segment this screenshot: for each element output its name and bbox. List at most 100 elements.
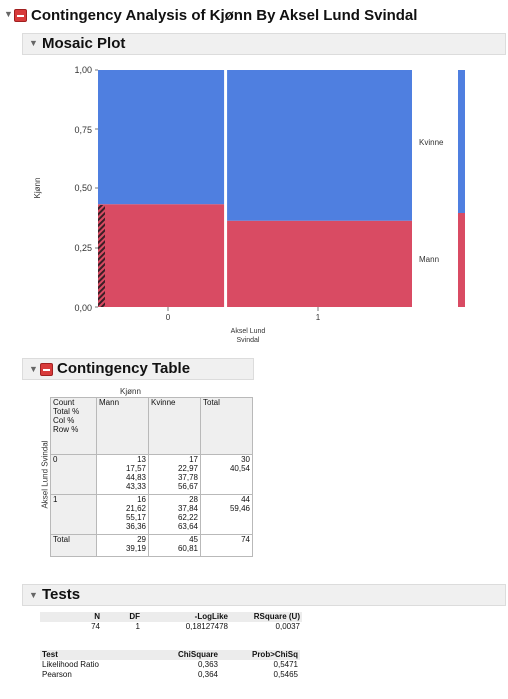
contingency-title: Contingency Table xyxy=(57,360,191,377)
cell-value: 37,84 xyxy=(177,504,198,513)
summary-value-loglike: 0,18127478 xyxy=(185,622,228,631)
xtick-label: 1 xyxy=(316,313,321,322)
cell-value: 44,83 xyxy=(125,473,146,482)
mosaic-cell-kvinne-0 xyxy=(98,70,225,205)
mosaic-ylabel: Kjønn xyxy=(33,178,42,199)
col-header-mann: Mann xyxy=(96,397,149,455)
cell-value: 74 xyxy=(241,535,250,544)
cell-value: 56,67 xyxy=(177,482,198,491)
cell-value: 17 xyxy=(189,455,198,464)
legend-label-mann: Mann xyxy=(419,255,439,264)
mosaic-cell-mann-1 xyxy=(227,220,412,307)
tests-header-bar xyxy=(22,584,506,606)
mosaic-header-bar xyxy=(22,33,506,55)
tests-row: Pearson 0,364 0,5465 xyxy=(0,670,508,680)
report-red-triangle-menu-icon[interactable] xyxy=(14,9,27,22)
cell-value: 59,46 xyxy=(229,504,250,513)
ytick-label: 0,50 xyxy=(74,183,92,193)
contingency-disclosure-icon[interactable]: ▼ xyxy=(29,364,38,374)
cell-value: 22,97 xyxy=(177,464,198,473)
cell-1-total: 44 59,46 xyxy=(200,494,253,535)
marginal-bar-mann xyxy=(458,213,465,307)
tests-header-chisq: ChiSquare xyxy=(177,650,218,659)
report-disclosure-icon[interactable]: ▼ xyxy=(4,9,13,19)
tests-summary-header-bg xyxy=(40,612,302,622)
contingency-legend-cell: Count Total % Col % Row % xyxy=(50,397,97,455)
contingency-header-bar xyxy=(22,358,254,380)
tests-header-bg xyxy=(40,650,300,660)
cell-value: 45 xyxy=(189,535,198,544)
cell-total-mann: 29 39,19 xyxy=(96,534,149,557)
marginal-bar-kvinne xyxy=(458,70,465,213)
cell-value: 60,81 xyxy=(177,544,198,553)
row-header-0: 0 xyxy=(50,454,97,495)
mosaic-disclosure-icon[interactable]: ▼ xyxy=(29,38,38,48)
mosaic-title: Mosaic Plot xyxy=(42,35,126,52)
mosaic-xlabel: Aksel Lund Svindal xyxy=(230,328,266,344)
tests-header-prob: Prob>ChiSq xyxy=(251,650,298,659)
legend-line: Row % xyxy=(53,425,79,434)
cell-value: 39,19 xyxy=(125,544,146,553)
tests-disclosure-icon[interactable]: ▼ xyxy=(29,590,38,600)
mosaic-cell-mann-0 xyxy=(98,204,225,307)
tests-row-chisq: 0,364 xyxy=(197,670,218,679)
tests-header-test: Test xyxy=(42,650,58,659)
cell-value: 44 xyxy=(241,495,250,504)
legend-line: Total % xyxy=(53,407,80,416)
cell-value: 62,22 xyxy=(177,513,198,522)
tests-row-chisq: 0,363 xyxy=(197,660,218,669)
cell-total-total: 74 xyxy=(200,534,253,557)
legend-line: Count xyxy=(53,398,75,407)
contingency-table: Count Total % Col % Row % Mann Kvinne To… xyxy=(50,397,253,557)
summary-value-df: 1 xyxy=(135,622,140,631)
ytick-label: 0,00 xyxy=(74,303,92,313)
summary-header-loglike: -LogLike xyxy=(194,612,228,621)
cell-1-kvinne: 28 37,84 62,22 63,64 xyxy=(148,494,201,535)
cell-value: 30 xyxy=(241,455,250,464)
cell-0-kvinne: 17 22,97 37,78 56,67 xyxy=(148,454,201,495)
mosaic-cell-kvinne-1 xyxy=(227,70,412,221)
mosaic-hatch-marker xyxy=(98,205,105,307)
cell-value: 43,33 xyxy=(125,482,146,491)
contingency-side-label: Aksel Lund Svindal xyxy=(40,440,50,509)
cell-value: 36,36 xyxy=(125,522,146,531)
report-title: Contingency Analysis of Kjønn By Aksel L… xyxy=(31,7,418,24)
contingency-top-label: Kjønn xyxy=(120,387,141,396)
cell-value: 17,57 xyxy=(125,464,146,473)
cell-value: 55,17 xyxy=(125,513,146,522)
tests-row-prob: 0,5471 xyxy=(273,660,298,669)
cell-1-mann: 16 21,62 55,17 36,36 xyxy=(96,494,149,535)
col-header-total: Total xyxy=(200,397,253,455)
cell-value: 40,54 xyxy=(229,464,250,473)
cell-value: 16 xyxy=(137,495,146,504)
ytick-label: 0,75 xyxy=(74,125,92,135)
summary-header-rsquare: RSquare (U) xyxy=(253,612,300,621)
summary-value-rsquare: 0,0037 xyxy=(275,622,300,631)
summary-value-n: 74 xyxy=(91,622,100,631)
row-header-1: 1 xyxy=(50,494,97,535)
cell-value: 28 xyxy=(189,495,198,504)
tests-row-name: Pearson xyxy=(42,670,72,679)
legend-line: Col % xyxy=(53,416,75,425)
cell-0-total: 30 40,54 xyxy=(200,454,253,495)
cell-value: 21,62 xyxy=(125,504,146,513)
row-header-total: Total xyxy=(50,534,97,557)
summary-header-df: DF xyxy=(129,612,140,621)
cell-total-kvinne: 45 60,81 xyxy=(148,534,201,557)
mosaic-plot: 1,00 0,75 0,50 0,25 0,00 Kjønn 0 1 Kvinn… xyxy=(33,65,465,322)
cell-value: 29 xyxy=(137,535,146,544)
summary-header-n: N xyxy=(94,612,100,621)
xtick-label: 0 xyxy=(166,313,171,322)
contingency-red-triangle-menu-icon[interactable] xyxy=(40,363,53,376)
tests-row-name: Likelihood Ratio xyxy=(42,660,99,669)
legend-label-kvinne: Kvinne xyxy=(419,138,444,147)
col-header-kvinne: Kvinne xyxy=(148,397,201,455)
tests-row: Likelihood Ratio 0,363 0,5471 xyxy=(0,660,508,670)
cell-value: 13 xyxy=(137,455,146,464)
cell-0-mann: 13 17,57 44,83 43,33 xyxy=(96,454,149,495)
cell-value: 37,78 xyxy=(177,473,198,482)
tests-title: Tests xyxy=(42,586,81,603)
tests-row-prob: 0,5465 xyxy=(273,670,298,679)
ytick-label: 0,25 xyxy=(74,243,92,253)
ytick-label: 1,00 xyxy=(74,65,92,75)
